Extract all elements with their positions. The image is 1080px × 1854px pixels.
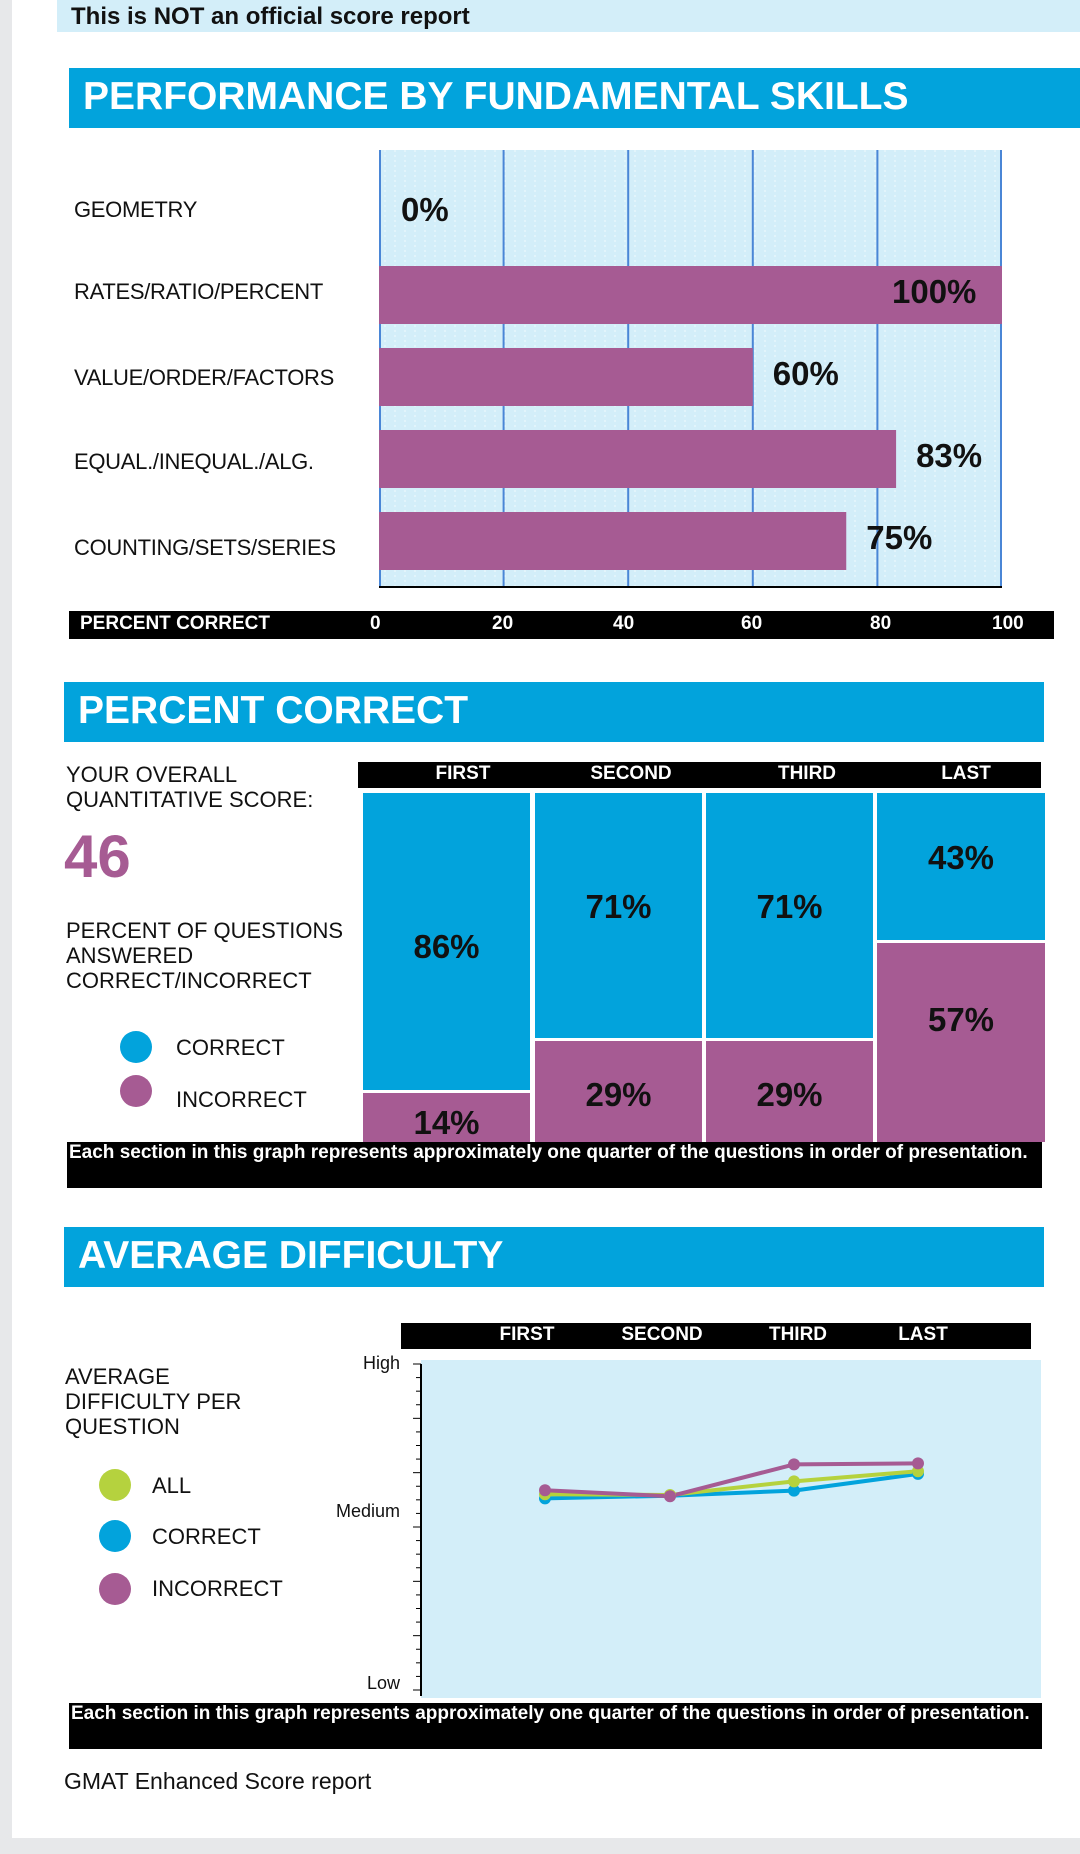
skills-chart-svg xyxy=(379,150,1002,588)
skills-axis-tick: 20 xyxy=(492,613,514,634)
percent-desc-line1: PERCENT OF QUESTIONS xyxy=(66,918,344,943)
legend-correct-dot-2 xyxy=(99,1520,131,1552)
correct-cell: 43% xyxy=(877,793,1045,940)
difficulty-line-correct xyxy=(544,1471,919,1501)
correct-cell: 71% xyxy=(706,793,873,1038)
incorrect-cell: 14% xyxy=(363,1093,530,1142)
legend-all-label: ALL xyxy=(152,1473,192,1498)
skill-value-label: 60% xyxy=(772,355,839,392)
score-report-page: This is NOT an official score report PER… xyxy=(12,0,1080,1838)
skill-label: COUNTING/SETS/SERIES xyxy=(74,535,336,560)
quantitative-score: 46 xyxy=(64,823,131,890)
incorrect-cell: 29% xyxy=(706,1041,873,1142)
skill-label: RATES/RATIO/PERCENT xyxy=(74,279,323,304)
percent-desc-line3: CORRECT/INCORRECT xyxy=(66,968,312,993)
skill-bar xyxy=(379,512,847,570)
skills-axis-tick: 60 xyxy=(741,613,763,634)
skill-value-label: 100% xyxy=(892,273,977,310)
difficulty-point-incorrect xyxy=(788,1458,800,1471)
percent-quarter-label: THIRD xyxy=(777,763,837,784)
difficulty-label-line3: QUESTION xyxy=(65,1414,180,1439)
skill-value-label: 75% xyxy=(866,519,933,556)
report-footer: GMAT Enhanced Score report xyxy=(64,1768,372,1794)
difficulty-label-line2: DIFFICULTY PER xyxy=(65,1389,242,1414)
correct-value: 71% xyxy=(585,887,652,925)
skills-axis-tick: 80 xyxy=(870,613,892,634)
correct-cell: 86% xyxy=(363,793,530,1090)
skill-label: VALUE/ORDER/FACTORS xyxy=(74,365,334,390)
incorrect-value: 57% xyxy=(927,1000,995,1038)
correct-value: 43% xyxy=(927,838,995,876)
difficulty-quarter-header: FIRST SECOND THIRD LAST xyxy=(401,1323,1031,1349)
correct-value: 86% xyxy=(413,927,480,965)
score-label-line1: YOUR OVERALL xyxy=(66,762,238,787)
skills-axis-tick: 40 xyxy=(613,613,635,634)
difficulty-title-banner: AVERAGE DIFFICULTY xyxy=(64,1227,1044,1287)
skills-axis-label: PERCENT CORRECT xyxy=(80,613,271,634)
difficulty-point-incorrect xyxy=(664,1490,676,1503)
skill-bar xyxy=(379,348,753,406)
legend-incorrect-dot xyxy=(120,1075,152,1107)
incorrect-value: 29% xyxy=(585,1075,652,1113)
legend-incorrect-dot-2 xyxy=(99,1573,131,1605)
incorrect-value: 29% xyxy=(756,1075,823,1113)
difficulty-label: AVERAGE DIFFICULTY PER QUESTION xyxy=(65,1364,241,1439)
difficulty-quarter-label: FIRST xyxy=(499,1324,555,1345)
skill-label: EQUAL./INEQUAL./ALG. xyxy=(74,449,314,474)
skills-title: PERFORMANCE BY FUNDAMENTAL SKILLS xyxy=(83,75,909,119)
percent-title: PERCENT CORRECT xyxy=(78,689,469,733)
difficulty-chart-svg xyxy=(413,1360,1041,1698)
score-label: YOUR OVERALL QUANTITATIVE SCORE: xyxy=(66,762,313,812)
percent-title-banner: PERCENT CORRECT xyxy=(64,682,1044,742)
legend-incorrect-label-2: INCORRECT xyxy=(152,1576,283,1601)
correct-cell: 71% xyxy=(535,793,702,1038)
skills-axis-tick: 0 xyxy=(370,613,381,634)
score-label-line2: QUANTITATIVE SCORE: xyxy=(66,787,314,812)
skills-title-banner: PERFORMANCE BY FUNDAMENTAL SKILLS xyxy=(69,68,1080,128)
legend-correct-label: CORRECT xyxy=(176,1035,285,1060)
skill-label: GEOMETRY xyxy=(74,197,198,222)
correct-value: 71% xyxy=(756,887,823,925)
difficulty-point-all xyxy=(788,1475,800,1488)
incorrect-cell: 57% xyxy=(877,943,1045,1142)
skill-value-label: 0% xyxy=(401,191,449,228)
percent-quarter-label: SECOND xyxy=(590,763,672,784)
legend-incorrect-label: INCORRECT xyxy=(176,1087,307,1112)
legend-correct-dot xyxy=(120,1031,152,1063)
skill-value-label: 83% xyxy=(916,437,983,474)
percent-footnote: Each section in this graph represents ap… xyxy=(67,1142,1042,1188)
incorrect-cell: 29% xyxy=(535,1041,702,1142)
difficulty-quarter-label: SECOND xyxy=(621,1324,703,1345)
difficulty-y-label: Medium xyxy=(335,1501,400,1521)
difficulty-point-correct xyxy=(788,1484,800,1497)
skill-bar xyxy=(379,266,1002,324)
percent-desc-line2: ANSWERED xyxy=(66,943,194,968)
difficulty-footnote: Each section in this graph represents ap… xyxy=(69,1703,1042,1749)
skills-axis-bar: PERCENT CORRECT 0 20 40 60 80 100 xyxy=(69,611,1054,639)
difficulty-title: AVERAGE DIFFICULTY xyxy=(78,1234,504,1278)
percent-quarter-label: FIRST xyxy=(435,763,491,784)
difficulty-point-incorrect xyxy=(912,1457,924,1470)
notice-text: This is NOT an official score report xyxy=(71,3,470,30)
percent-quarter-label: LAST xyxy=(941,763,991,784)
difficulty-y-label: Low xyxy=(366,1673,400,1693)
legend-correct-label-2: CORRECT xyxy=(152,1524,261,1549)
skill-bar xyxy=(379,430,897,488)
legend-all-dot xyxy=(99,1469,131,1501)
difficulty-point-incorrect xyxy=(539,1484,551,1497)
difficulty-quarter-label: THIRD xyxy=(768,1324,828,1345)
difficulty-y-label: High xyxy=(362,1353,400,1373)
difficulty-quarter-label: LAST xyxy=(898,1324,948,1345)
skills-plot-area xyxy=(379,150,1002,588)
difficulty-line-incorrect xyxy=(544,1461,919,1499)
percent-quarter-header: FIRST SECOND THIRD LAST xyxy=(358,762,1041,788)
notice-banner: This is NOT an official score report xyxy=(57,0,1080,32)
difficulty-plot-bg xyxy=(421,1360,1041,1698)
skills-axis-tick: 100 xyxy=(992,613,1024,634)
incorrect-value: 14% xyxy=(413,1104,480,1141)
difficulty-label-line1: AVERAGE xyxy=(65,1364,170,1389)
percent-description: PERCENT OF QUESTIONS ANSWERED CORRECT/IN… xyxy=(66,918,343,993)
